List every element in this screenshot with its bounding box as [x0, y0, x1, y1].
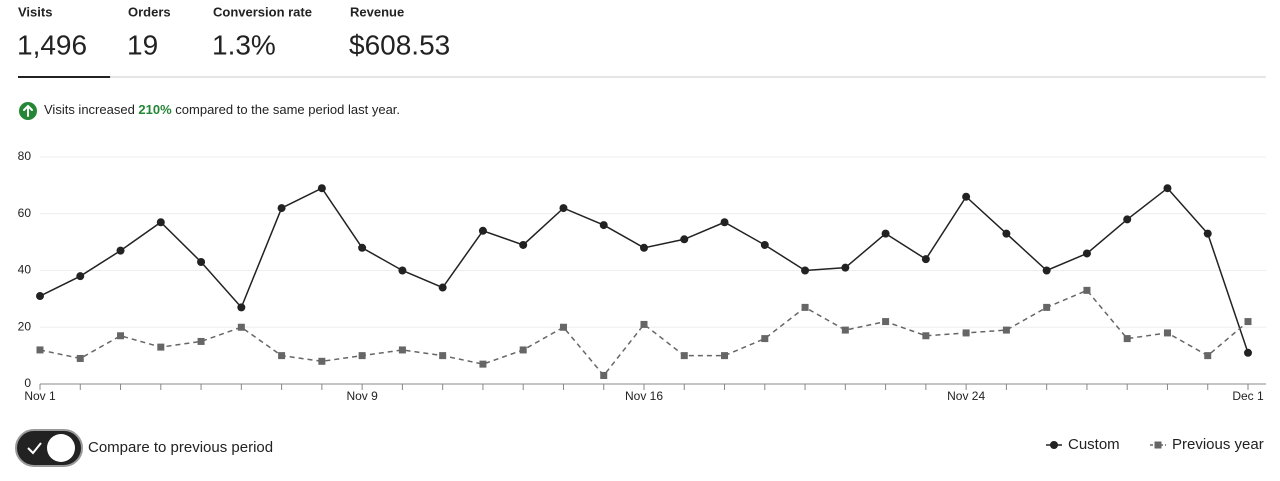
data-point — [1244, 318, 1252, 326]
data-point — [438, 283, 447, 292]
data-point — [519, 346, 527, 354]
data-point — [478, 226, 487, 235]
stat-value[interactable]: $608.53 — [349, 29, 450, 60]
data-point — [76, 354, 84, 362]
data-point — [1002, 326, 1010, 334]
legend-swatch — [1050, 441, 1058, 449]
data-point — [398, 266, 407, 275]
y-tick-label: 60 — [18, 206, 32, 220]
data-point — [881, 229, 890, 238]
x-tick-label: Nov 24 — [947, 389, 985, 403]
data-point — [197, 257, 206, 266]
legend-label: Previous year — [1172, 436, 1264, 453]
toggle-label[interactable]: Compare to previous period — [88, 439, 273, 456]
toggle[interactable]: Compare to previous period — [15, 429, 273, 467]
stat-label[interactable]: Visits — [18, 4, 52, 19]
data-point — [559, 204, 568, 213]
data-point — [237, 323, 245, 331]
data-point — [1203, 229, 1212, 238]
stat-value[interactable]: 1.3% — [212, 29, 276, 60]
data-point — [922, 332, 930, 340]
data-point — [760, 240, 769, 249]
data-point — [519, 240, 528, 249]
data-point — [599, 221, 608, 230]
data-point — [801, 266, 810, 275]
notice-before: Visits increased — [44, 102, 138, 117]
data-point — [398, 346, 406, 354]
y-tick-label: 20 — [18, 319, 32, 333]
notice: Visits increased 210% compared to the sa… — [19, 102, 400, 120]
data-point — [358, 243, 367, 252]
stat-label[interactable]: Orders — [128, 4, 171, 19]
data-point — [116, 246, 125, 255]
y-tick-label: 80 — [18, 149, 32, 163]
data-point — [841, 263, 850, 272]
data-point — [1163, 329, 1171, 337]
data-point — [117, 332, 125, 340]
data-point — [1163, 184, 1172, 193]
data-point — [237, 303, 246, 312]
x-tick-label: Nov 1 — [24, 389, 56, 403]
data-point — [1123, 335, 1131, 343]
toggle-check — [27, 442, 42, 455]
notice-highlight: 210% — [138, 102, 172, 117]
data-point — [720, 218, 729, 227]
data-point — [1083, 286, 1091, 294]
data-point — [479, 360, 487, 368]
data-point — [1043, 303, 1051, 311]
data-point — [1123, 215, 1132, 224]
stat-label[interactable]: Revenue — [350, 4, 404, 19]
x-tick-label: Dec 1 — [1232, 389, 1264, 403]
data-point — [156, 218, 165, 227]
stat-label[interactable]: Conversion rate — [213, 4, 312, 19]
data-point — [439, 352, 447, 360]
data-point — [277, 204, 286, 213]
data-point — [76, 272, 85, 281]
data-point — [36, 346, 44, 354]
data-point — [318, 357, 326, 365]
data-point — [680, 235, 689, 244]
data-point — [1204, 352, 1212, 360]
toggle-knob — [47, 434, 75, 462]
legend-swatch — [1154, 441, 1162, 449]
data-point — [761, 335, 769, 343]
data-point — [1244, 348, 1252, 357]
x-tick-label: Nov 16 — [625, 389, 663, 403]
data-point — [36, 292, 44, 301]
data-point — [559, 323, 567, 331]
data-point — [600, 371, 608, 379]
data-point — [921, 255, 930, 264]
legend-label: Custom — [1068, 436, 1120, 453]
data-point — [1042, 266, 1051, 275]
data-point — [640, 320, 648, 328]
series-line — [39, 289, 1249, 377]
data-point — [157, 343, 165, 351]
data-point — [962, 329, 970, 337]
notice-after: compared to the same period last year. — [172, 102, 400, 117]
stat-value[interactable]: 19 — [127, 29, 158, 60]
data-point — [358, 352, 366, 360]
notice-text: Visits increased 210% compared to the sa… — [44, 102, 400, 117]
data-point — [1002, 229, 1011, 238]
data-point — [962, 192, 971, 201]
y-tick-label: 40 — [18, 263, 32, 277]
data-point — [680, 352, 688, 360]
data-point — [721, 352, 729, 360]
stat-value[interactable]: 1,496 — [17, 29, 87, 60]
data-point — [197, 337, 205, 345]
data-point — [882, 318, 890, 326]
data-point — [801, 303, 809, 311]
data-point — [640, 243, 648, 252]
notice-arrow — [23, 104, 33, 117]
data-point — [841, 326, 849, 334]
y-tick-label: 0 — [24, 376, 31, 390]
data-point — [317, 184, 326, 193]
data-point — [278, 352, 286, 360]
x-tick-label: Nov 9 — [346, 389, 378, 403]
data-point — [1082, 249, 1091, 258]
